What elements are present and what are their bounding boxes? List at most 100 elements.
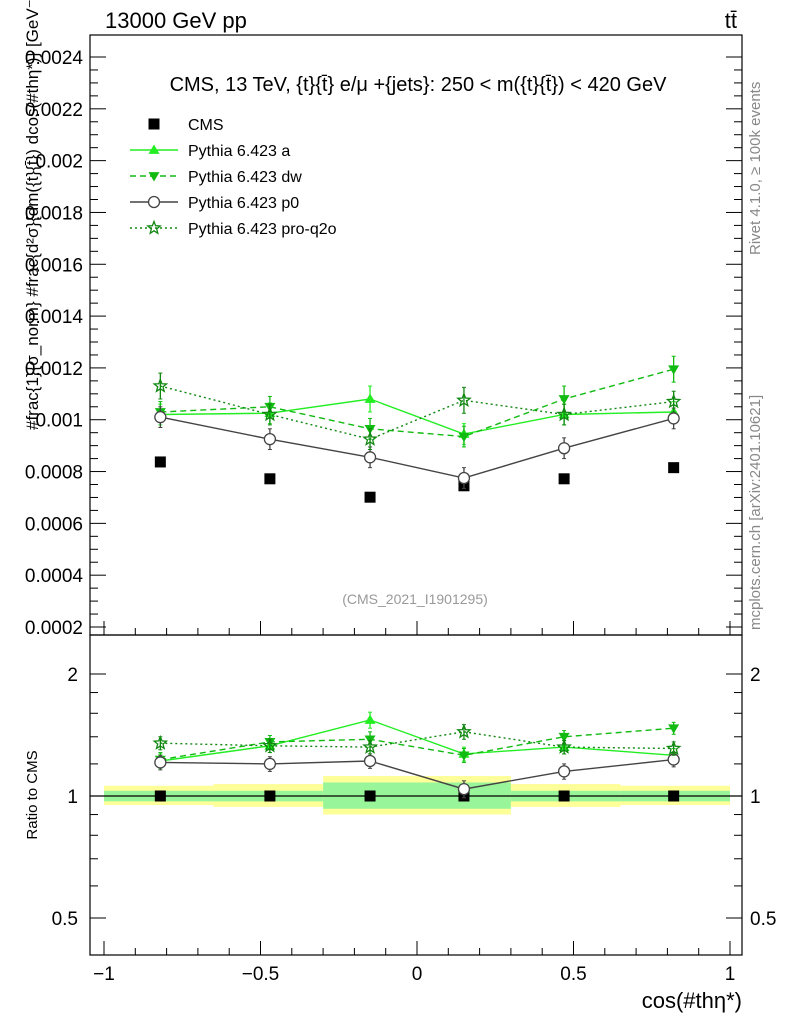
series-line	[160, 368, 674, 438]
ratio-uncertainty-bands	[104, 776, 730, 815]
legend-label: Pythia 6.423 dw	[188, 169, 302, 186]
series-line	[160, 727, 674, 761]
data-point	[364, 714, 376, 724]
series-line	[160, 385, 674, 440]
series-cms	[154, 456, 680, 503]
series-pythia-6-423-pro-q2o	[152, 372, 682, 451]
data-point	[364, 393, 376, 403]
data-point	[557, 765, 571, 778]
y-tick-label: 0.0006	[25, 514, 83, 535]
data-point	[264, 790, 276, 802]
x-tick-label: 0	[412, 964, 423, 985]
data-point	[457, 471, 471, 485]
y-tick-label: 0.0018	[25, 203, 83, 224]
x-tick-label: 1	[725, 964, 736, 985]
legend-label: Pythia 6.423 p0	[188, 195, 299, 212]
data-point	[668, 724, 680, 734]
plot-title: CMS, 13 TeV, {t}{t̄} e/μ +{jets}: 250 < …	[170, 74, 668, 96]
x-tick-label: −1	[93, 964, 115, 985]
series-pythia-6-423-dw	[154, 355, 680, 448]
y-tick-label: 0.002	[35, 152, 83, 173]
ratio-axis-label: Ratio to CMS	[24, 750, 41, 839]
data-point	[667, 412, 680, 425]
process-label: tt̄	[725, 8, 737, 33]
data-point	[557, 442, 571, 455]
rivet-label: Rivet 4.1.0, ≥ 100k events	[747, 82, 764, 255]
ratio-series-group	[152, 711, 682, 802]
data-point	[262, 737, 278, 753]
y-axis-label: #frac{1}{σ_norm} #frac{d²σ}{dm({t}{t̄}) …	[23, 0, 42, 430]
ratio-tick-label-left: 1	[67, 787, 78, 808]
y-tick-label: 0.001	[35, 411, 83, 432]
data-point	[457, 782, 471, 796]
series-line	[160, 758, 674, 790]
series-line	[160, 731, 674, 750]
legend-label: Pythia 6.423 pro-q2o	[188, 221, 337, 238]
legend-marker	[146, 219, 162, 235]
data-point	[456, 723, 472, 739]
legend-marker	[147, 195, 161, 209]
data-point	[665, 393, 682, 409]
energy-label: 13000 GeV pp	[105, 8, 247, 33]
data-point	[665, 740, 682, 756]
series-line	[160, 416, 674, 479]
data-point	[458, 751, 470, 761]
ratio-tick-labels: 2 2 1 1 0.5 0.5	[52, 665, 777, 930]
series-line	[160, 398, 674, 435]
y-tick-labels: 0.0002 0.0004 0.0006 0.0008 0.001 0.0012 0.001…	[25, 48, 84, 639]
data-point	[456, 392, 472, 408]
legend-marker	[148, 172, 160, 182]
x-tick-labels: −1 −0.5 0 0.5 1	[93, 964, 735, 985]
y-tick-label: 0.0012	[25, 359, 83, 380]
data-point	[558, 790, 570, 802]
series-pythia-6-423-p0	[154, 406, 680, 489]
axis-ticks	[90, 56, 742, 955]
ratio-tick-label-left: 2	[67, 665, 78, 686]
series-pythia-6-423-a	[154, 385, 680, 445]
data-point	[152, 734, 169, 750]
data-point	[364, 491, 376, 503]
data-point	[556, 738, 573, 754]
source-label: mcplots.cern.ch [arXiv:2401.10621]	[747, 395, 764, 630]
y-tick-label: 0.0022	[25, 100, 83, 121]
x-axis-label: cos(#thη*)	[642, 988, 742, 1013]
data-point	[261, 406, 278, 422]
series-pythia-6-423-p0	[154, 752, 680, 799]
data-point	[154, 456, 166, 468]
data-point	[362, 430, 378, 446]
data-point	[363, 451, 377, 464]
series-line	[160, 719, 674, 762]
ratio-tick-label-left: 0.5	[52, 909, 78, 930]
x-tick-label: 0.5	[560, 964, 586, 985]
data-point	[154, 790, 166, 802]
data-point	[558, 473, 570, 485]
data-point	[668, 462, 680, 474]
legend-marker	[148, 118, 160, 130]
data-point	[668, 790, 680, 802]
data-point	[263, 757, 277, 771]
ratio-tick-label-right: 1	[750, 787, 761, 808]
data-point	[264, 473, 276, 485]
data-point	[458, 432, 470, 443]
y-tick-label: 0.0004	[25, 566, 84, 587]
ratio-plot-frame	[89, 634, 743, 956]
legend: CMS Pythia 6.423 a Pythia 6.423 dw Pythia 6…	[130, 117, 337, 238]
ratio-tick-label-right: 0.5	[750, 909, 776, 930]
data-point	[152, 377, 169, 393]
main-series-group	[152, 355, 682, 503]
y-tick-label: 0.0014	[25, 307, 84, 328]
y-tick-label: 0.0016	[25, 255, 83, 276]
x-tick-label: −0.5	[242, 964, 280, 985]
series-pythia-6-423-pro-q2o	[152, 723, 682, 756]
data-point	[558, 732, 570, 743]
legend-marker	[148, 144, 160, 154]
legend-label: Pythia 6.423 a	[188, 143, 290, 160]
series-pythia-6-423-dw	[154, 721, 680, 768]
data-point	[154, 756, 167, 769]
data-point	[558, 395, 570, 405]
data-point	[154, 410, 167, 424]
data-point	[556, 406, 573, 422]
data-point	[263, 433, 277, 446]
analysis-id: (CMS_2021_I1901295)	[342, 591, 488, 607]
